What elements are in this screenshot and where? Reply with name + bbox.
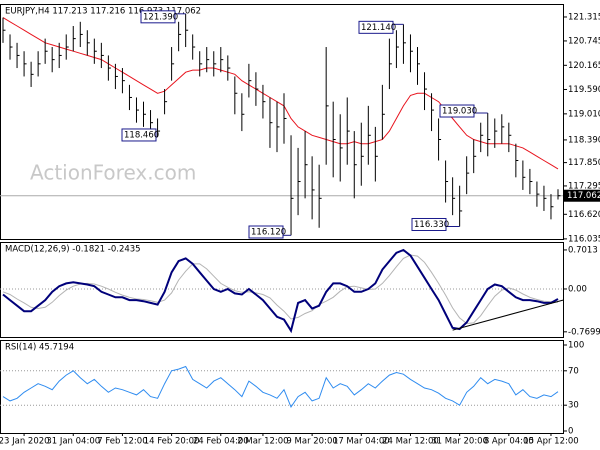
y-tick-label: 116.620 — [568, 210, 600, 220]
moving-average — [2, 17, 559, 170]
annotation-label: 116.330 — [414, 220, 449, 230]
y-tick-label: 116.035 — [568, 234, 600, 244]
y-tick-label: 120.165 — [568, 61, 600, 71]
y-tick-label: 0 — [568, 427, 573, 437]
annotation-box — [121, 128, 157, 142]
x-tick-label: 24 Mar 12:00 — [382, 437, 439, 447]
annotation-box — [248, 225, 284, 239]
y-tick-label: 0.00 — [568, 284, 587, 294]
y-tick-label: 117.850 — [568, 158, 600, 168]
y-tick-label: 120.745 — [568, 36, 600, 46]
annotation-label: 121.140 — [361, 23, 396, 33]
y-tick-label: 117.295 — [568, 181, 600, 191]
x-tick-label: 17 Mar 04:00 — [333, 437, 390, 447]
x-tick-label: 15 Apr 12:00 — [523, 437, 578, 447]
annotation-label: 116.120 — [251, 228, 286, 238]
y-tick-label: 121.315 — [568, 12, 600, 22]
y-tick-label: 119.590 — [568, 85, 600, 95]
price-tag — [564, 189, 600, 202]
panel-frame — [0, 4, 564, 240]
y-tick-label: 30 — [568, 401, 579, 411]
annotation-label: 118.460 — [124, 130, 159, 140]
x-tick-label: 24 Feb 04:00 — [193, 437, 249, 447]
y-tick-label: 118.390 — [568, 135, 600, 145]
watermark: ActionForex.com — [30, 161, 196, 185]
panel-frame — [0, 340, 564, 434]
annotation-label: 119.030 — [442, 107, 477, 117]
price-tag-label: 117.062 — [567, 191, 600, 201]
panel-label: RSI(14) 45.7194 — [5, 343, 74, 353]
indicator-line — [2, 248, 559, 334]
y-tick-label: 0.7013 — [568, 245, 598, 255]
x-tick-label: 2 Mar 12:00 — [237, 437, 288, 447]
x-tick-label: 14 Feb 20:00 — [144, 437, 200, 447]
x-tick-label: 9 Mar 20:00 — [286, 437, 337, 447]
x-tick-label: 31 Mar 20:00 — [431, 437, 488, 447]
y-tick-label: 119.010 — [568, 109, 600, 119]
y-tick-label: -0.7699 — [568, 327, 600, 337]
x-tick-label: 8 Apr 04:00 — [484, 437, 534, 447]
panel-label: EURJPY,H4 117.213 117.216 116.973 117.06… — [5, 7, 201, 17]
y-tick-label: 100 — [568, 341, 584, 351]
panel-frame — [0, 242, 564, 338]
indicator-line — [2, 365, 559, 408]
annotation-box — [411, 217, 447, 231]
annotation-label: 121.390 — [143, 12, 178, 22]
annotation-box — [140, 10, 176, 24]
panel-label: MACD(12,26,9) -0.1821 -0.2435 — [5, 245, 141, 255]
x-tick-label: 7 Feb 12:00 — [97, 437, 147, 447]
y-tick-label: 70 — [568, 366, 579, 376]
annotation-box — [358, 20, 394, 34]
trendline — [452, 299, 564, 331]
x-tick-label: 23 Jan 2020 — [0, 437, 50, 447]
x-tick-label: 31 Jan 04:00 — [46, 437, 100, 447]
annotation-box — [439, 104, 475, 118]
